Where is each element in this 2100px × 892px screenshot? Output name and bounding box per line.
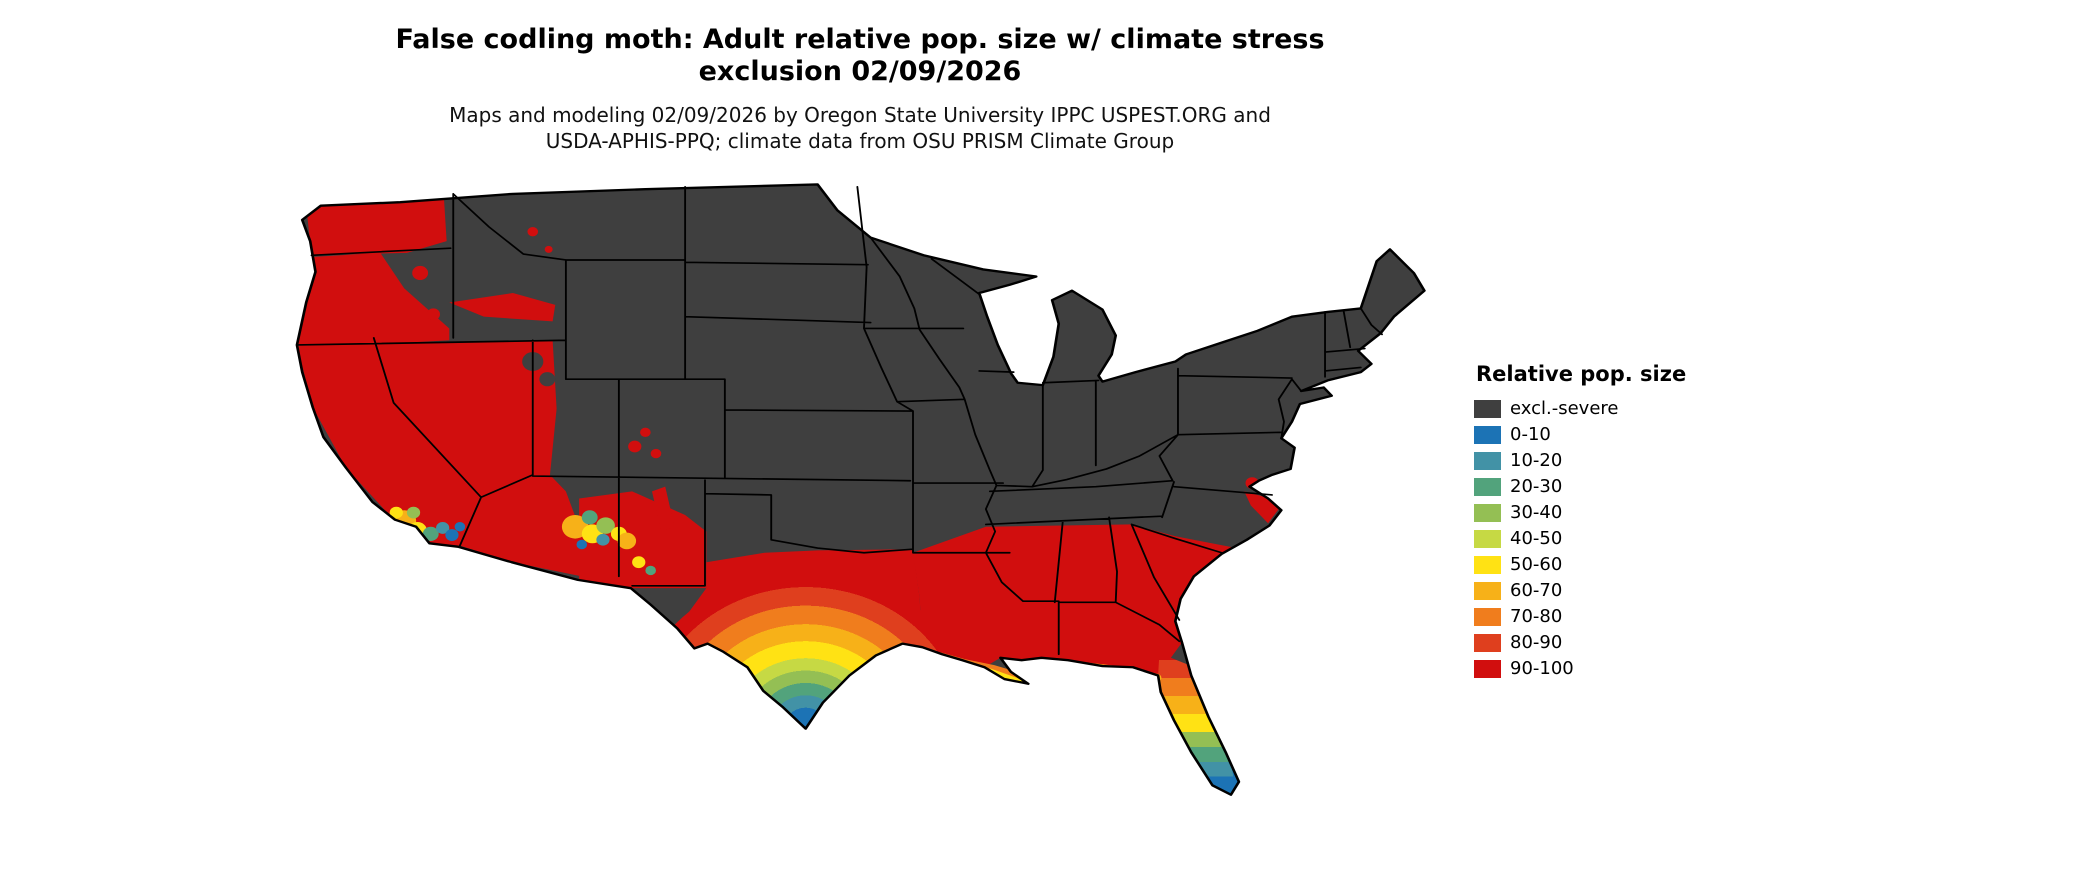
legend-label: 90-100 bbox=[1510, 658, 1574, 679]
subtitle-line-2: USDA-APHIS-PPQ; climate data from OSU PR… bbox=[545, 129, 1175, 154]
legend-swatch bbox=[1474, 556, 1501, 574]
legend-swatch bbox=[1474, 504, 1501, 522]
map-region-90-100 bbox=[296, 198, 1279, 729]
state-borders bbox=[295, 185, 1383, 655]
legend-swatch bbox=[1474, 478, 1501, 496]
legend-item: 80-90 bbox=[1474, 630, 1774, 656]
legend-item: 40-50 bbox=[1474, 526, 1774, 552]
legend-label: 40-50 bbox=[1510, 528, 1563, 549]
map-legend: Relative pop. size excl.-severe 0-10 10-… bbox=[1474, 362, 1774, 682]
legend-swatch bbox=[1474, 582, 1501, 600]
legend-label: 20-30 bbox=[1510, 476, 1563, 497]
legend-label: 10-20 bbox=[1510, 450, 1563, 471]
legend-title: Relative pop. size bbox=[1476, 362, 1687, 386]
legend-item: 50-60 bbox=[1474, 552, 1774, 578]
map-region-se-arizona-mottle bbox=[561, 509, 656, 575]
title-line-1: False codling moth: Adult relative pop. … bbox=[395, 24, 1325, 55]
legend-swatch bbox=[1474, 634, 1501, 652]
map-raster-layers bbox=[296, 183, 1425, 795]
legend-item: 90-100 bbox=[1474, 656, 1774, 682]
legend-item: 10-20 bbox=[1474, 448, 1774, 474]
legend-swatch bbox=[1474, 530, 1501, 548]
legend-swatch bbox=[1474, 660, 1501, 678]
legend-swatch bbox=[1474, 608, 1501, 626]
legend-label: 80-90 bbox=[1510, 632, 1563, 653]
legend-label: 50-60 bbox=[1510, 554, 1563, 575]
title-line-2: exclusion 02/09/2026 bbox=[698, 55, 1022, 87]
us-map-svg bbox=[295, 182, 1426, 796]
us-map bbox=[285, 175, 1435, 803]
legend-swatch bbox=[1474, 426, 1501, 444]
legend-item: 0-10 bbox=[1474, 422, 1774, 448]
page-subtitle: Maps and modeling 02/09/2026 by Oregon S… bbox=[260, 102, 1460, 155]
legend-item: excl.-severe bbox=[1474, 396, 1774, 422]
legend-swatch bbox=[1474, 452, 1501, 470]
legend-label: 0-10 bbox=[1510, 424, 1551, 445]
legend-item: 20-30 bbox=[1474, 474, 1774, 500]
legend-label: excl.-severe bbox=[1510, 398, 1619, 419]
legend-label: 30-40 bbox=[1510, 502, 1563, 523]
legend-item: 60-70 bbox=[1474, 578, 1774, 604]
legend-item: 70-80 bbox=[1474, 604, 1774, 630]
us-outline bbox=[295, 182, 1426, 796]
legend-swatch bbox=[1474, 400, 1501, 418]
map-region-florida-gradient bbox=[1158, 652, 1239, 795]
subtitle-line-1: Maps and modeling 02/09/2026 by Oregon S… bbox=[449, 102, 1271, 127]
legend-item: 30-40 bbox=[1474, 500, 1774, 526]
page-title: False codling moth: Adult relative pop. … bbox=[260, 24, 1460, 88]
legend-label: 70-80 bbox=[1510, 606, 1563, 627]
map-column: False codling moth: Adult relative pop. … bbox=[260, 24, 1460, 803]
legend-label: 60-70 bbox=[1510, 580, 1563, 601]
